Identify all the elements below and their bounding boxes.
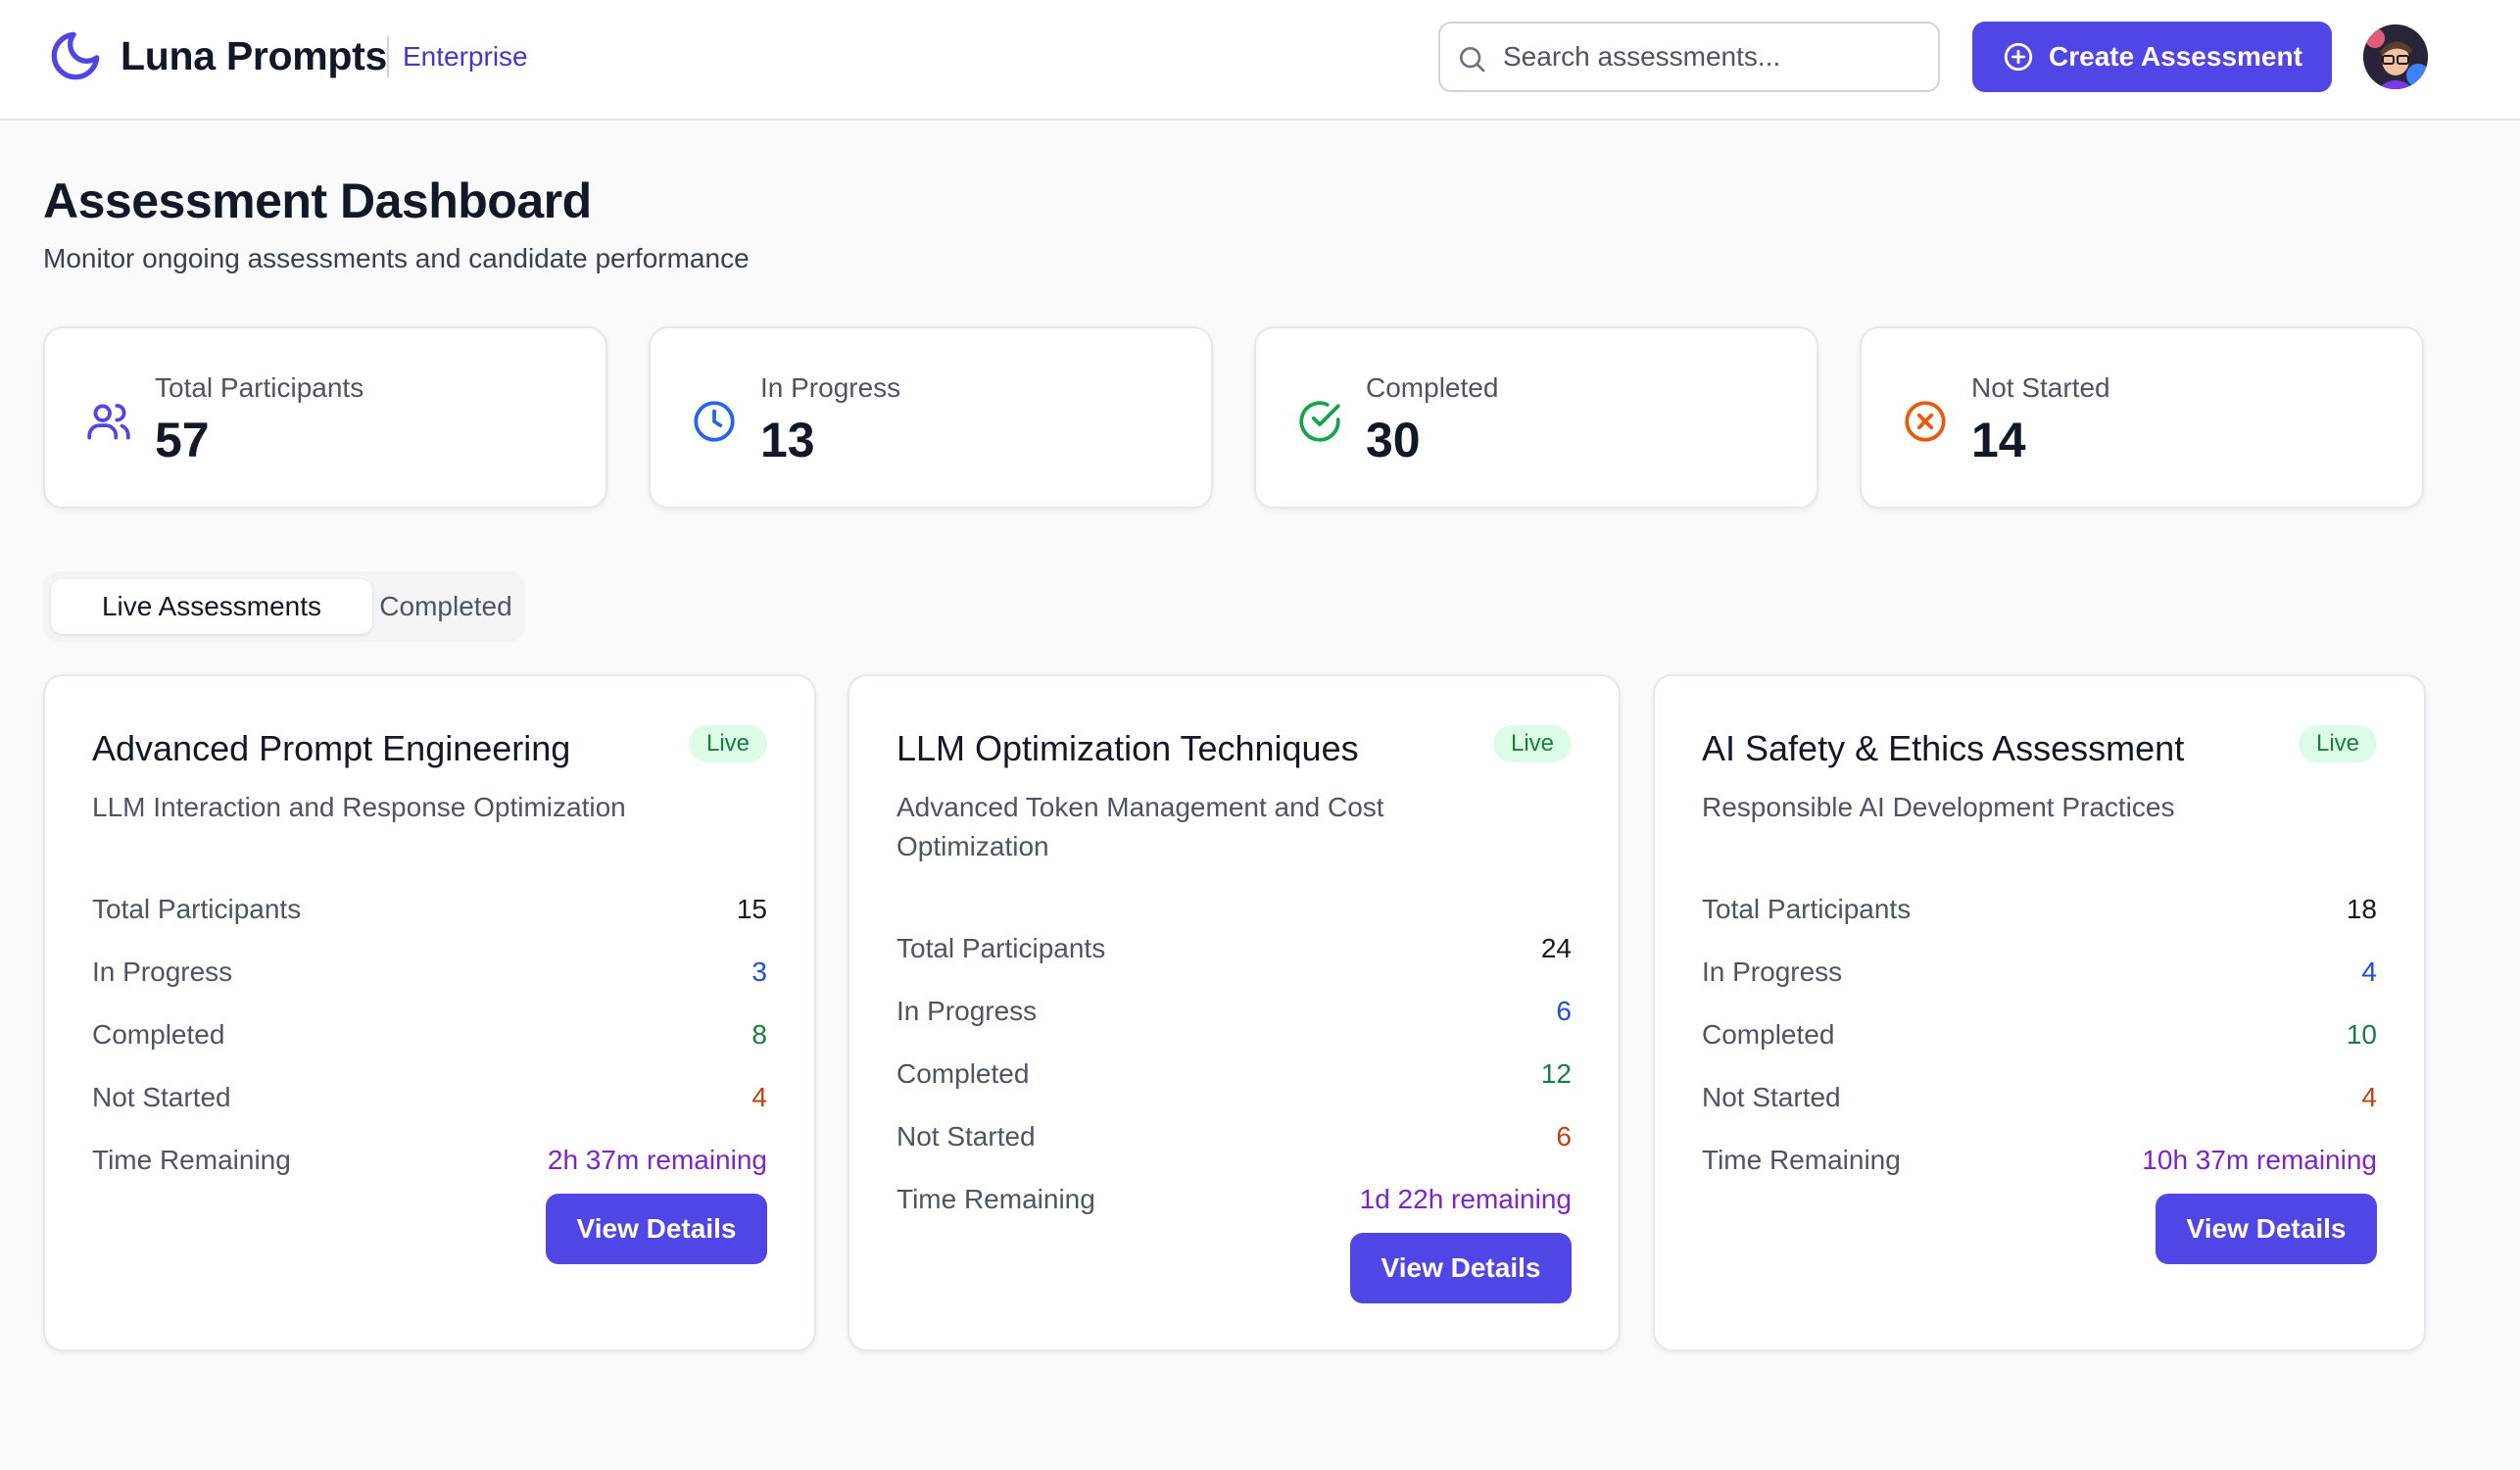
stat-row-total: Total Participants 15 <box>92 878 767 941</box>
assessment-card: LLM Optimization Techniques Live Advance… <box>848 674 1621 1351</box>
stat-value: 4 <box>2361 956 2377 987</box>
summary-value: 30 <box>1366 413 1421 467</box>
assessment-subtitle: Advanced Token Management and Cost Optim… <box>897 792 1384 861</box>
summary-card-completed: Completed 30 <box>1254 326 1818 509</box>
summary-value: 57 <box>155 413 210 467</box>
x-circle-icon <box>1905 401 1946 442</box>
status-badge: Live <box>2298 725 2377 762</box>
stat-row-in-progress: In Progress 3 <box>92 941 767 1004</box>
search-input[interactable] <box>1503 35 1924 78</box>
summary-label: In Progress <box>760 372 901 403</box>
brand-name[interactable]: Luna Prompts <box>121 33 388 78</box>
user-avatar[interactable] <box>2363 24 2428 89</box>
assessment-stats: Total Participants 15 In Progress 3 Comp… <box>92 878 767 1192</box>
check-circle-icon <box>1299 401 1340 442</box>
tab-completed[interactable]: Completed <box>379 591 512 621</box>
summary-value: 13 <box>760 413 815 467</box>
stat-label: Total Participants <box>897 933 1106 963</box>
plus-circle-icon <box>2004 42 2033 72</box>
moon-logo-icon[interactable] <box>47 27 104 84</box>
stat-value: 2h 37m remaining <box>547 1145 767 1175</box>
stat-row-time-remaining: Time Remaining 1d 22h remaining <box>897 1168 1572 1231</box>
users-icon <box>87 404 130 440</box>
summary-label: Total Participants <box>155 372 364 403</box>
stat-label: Completed <box>92 1019 225 1050</box>
summary-label: Completed <box>1366 372 1499 403</box>
stat-row-in-progress: In Progress 6 <box>897 980 1572 1043</box>
clock-icon <box>694 401 735 442</box>
stat-row-in-progress: In Progress 4 <box>1702 941 2377 1004</box>
brand-divider <box>387 36 389 77</box>
page-title: Assessment Dashboard <box>43 173 592 228</box>
stat-label: Time Remaining <box>897 1184 1095 1214</box>
assessment-title[interactable]: Advanced Prompt Engineering <box>92 728 571 768</box>
stat-value: 24 <box>1540 933 1572 963</box>
assessment-title[interactable]: LLM Optimization Techniques <box>897 728 1359 768</box>
summary-card-not-started: Not Started 14 <box>1860 326 2424 509</box>
stat-value: 15 <box>736 894 767 924</box>
stat-value: 4 <box>751 1082 767 1112</box>
stat-label: Not Started <box>92 1082 231 1112</box>
stat-label: Time Remaining <box>92 1145 291 1175</box>
summary-value: 14 <box>1971 413 2026 467</box>
summary-label: Not Started <box>1971 372 2110 403</box>
stat-value: 3 <box>751 956 767 987</box>
assessment-stats: Total Participants 18 In Progress 4 Comp… <box>1702 878 2377 1192</box>
stat-label: Not Started <box>1702 1082 1841 1112</box>
view-details-button[interactable]: View Details <box>546 1194 767 1264</box>
stat-label: In Progress <box>1702 956 1843 987</box>
view-details-button[interactable]: View Details <box>2156 1194 2377 1264</box>
stat-value: 10h 37m remaining <box>2142 1145 2377 1175</box>
assessment-card: AI Safety & Ethics Assessment Live Respo… <box>1653 674 2426 1351</box>
stat-label: Time Remaining <box>1702 1145 1901 1175</box>
stat-value: 4 <box>2361 1082 2377 1112</box>
search-box[interactable] <box>1438 22 1940 92</box>
stat-row-total: Total Participants 24 <box>897 917 1572 980</box>
status-badge: Live <box>688 725 767 762</box>
stat-value: 8 <box>751 1019 767 1050</box>
assessment-subtitle: LLM Interaction and Response Optimizatio… <box>92 792 626 822</box>
stat-label: In Progress <box>897 996 1038 1026</box>
stat-label: Total Participants <box>92 894 302 924</box>
stat-row-completed: Completed 8 <box>92 1004 767 1066</box>
stat-label: Completed <box>897 1058 1030 1089</box>
stat-label: In Progress <box>92 956 233 987</box>
assessment-title[interactable]: AI Safety & Ethics Assessment <box>1702 728 2185 768</box>
stat-row-time-remaining: Time Remaining 2h 37m remaining <box>92 1129 767 1192</box>
plan-tag: Enterprise <box>403 41 528 72</box>
assessment-subtitle: Responsible AI Development Practices <box>1702 792 2175 822</box>
create-assessment-label: Create Assessment <box>2049 41 2302 72</box>
status-badge: Live <box>1492 725 1572 762</box>
summary-card-in-progress: In Progress 13 <box>649 326 1213 509</box>
avatar-image <box>2363 24 2428 89</box>
stat-value: 1d 22h remaining <box>1359 1184 1572 1214</box>
top-header: Luna Prompts Enterprise Create Assessmen… <box>0 0 2520 121</box>
stat-value: 18 <box>2346 894 2377 924</box>
page-subtitle: Monitor ongoing assessments and candidat… <box>43 243 750 273</box>
stat-value: 6 <box>1556 1121 1572 1152</box>
stat-value: 12 <box>1540 1058 1572 1089</box>
view-details-button[interactable]: View Details <box>1350 1233 1572 1303</box>
create-assessment-button[interactable]: Create Assessment <box>1972 22 2332 92</box>
search-icon <box>1460 47 1485 73</box>
assessment-tabs: Live Assessments Completed <box>43 571 525 642</box>
stat-label: Completed <box>1702 1019 1835 1050</box>
stat-row-completed: Completed 10 <box>1702 1004 2377 1066</box>
summary-card-total: Total Participants 57 <box>43 326 607 509</box>
stat-row-not-started: Not Started 6 <box>897 1105 1572 1168</box>
stat-value: 10 <box>2346 1019 2377 1050</box>
stat-row-total: Total Participants 18 <box>1702 878 2377 941</box>
stat-row-completed: Completed 12 <box>897 1043 1572 1105</box>
assessment-stats: Total Participants 24 In Progress 6 Comp… <box>897 917 1572 1231</box>
stat-label: Total Participants <box>1702 894 1912 924</box>
stat-row-time-remaining: Time Remaining 10h 37m remaining <box>1702 1129 2377 1192</box>
stat-value: 6 <box>1556 996 1572 1026</box>
stat-label: Not Started <box>897 1121 1036 1152</box>
stat-row-not-started: Not Started 4 <box>92 1066 767 1129</box>
stat-row-not-started: Not Started 4 <box>1702 1066 2377 1129</box>
tab-live-assessments[interactable]: Live Assessments <box>51 579 372 634</box>
assessment-card: Advanced Prompt Engineering Live LLM Int… <box>43 674 816 1351</box>
